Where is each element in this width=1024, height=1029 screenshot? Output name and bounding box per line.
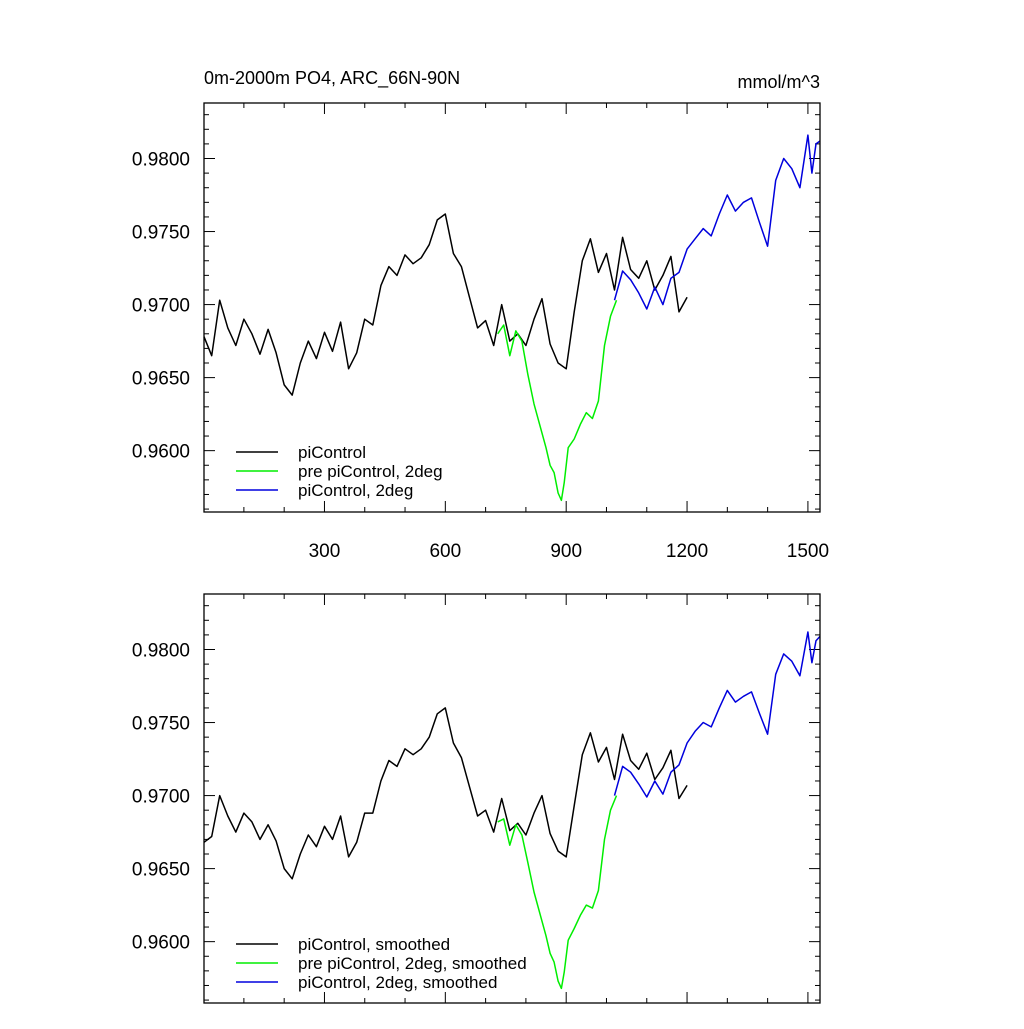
plot-frame [203, 102, 821, 513]
x-tick-label: 600 [429, 541, 461, 562]
top-panel: 0.9600 0.9650 0.9700 0.9750 0.9800 300 600 900 1… [132, 102, 829, 562]
series-line-2 [497, 299, 618, 502]
plot-frame [203, 593, 821, 1004]
y-tick-label: 0.9650 [132, 860, 190, 881]
y-tick-label: 0.9650 [132, 369, 190, 390]
x-tick-label: 1200 [666, 541, 708, 562]
x-tick-label: 1500 [787, 541, 829, 562]
y-tick-label: 0.9600 [132, 442, 190, 463]
legend-label: pre piControl, 2deg, smoothed [298, 954, 527, 973]
y-tick-label: 0.9750 [132, 223, 190, 244]
x-tick-label: 300 [309, 541, 341, 562]
series-line-1 [203, 707, 688, 880]
legend-label: pre piControl, 2deg [298, 462, 443, 481]
units-label: mmol/m^3 [738, 72, 820, 92]
y-tick-label: 0.9800 [132, 641, 190, 662]
y-tick-label: 0.9800 [132, 150, 190, 171]
series-line-3 [613, 134, 821, 310]
y-tick-label: 0.9700 [132, 296, 190, 317]
bottom-panel: 0.9600 0.9650 0.9700 0.9750 0.9800 piControl,… [132, 593, 821, 1004]
y-tick-label: 0.9600 [132, 933, 190, 954]
plot-title: 0m-2000m PO4, ARC_66N-90N [204, 68, 460, 89]
legend-label: piControl, 2deg, smoothed [298, 973, 497, 992]
series-line-2 [497, 795, 618, 990]
series-line-3 [613, 631, 821, 798]
legend-label: piControl [298, 443, 366, 462]
series-line-1 [203, 213, 688, 396]
legend-label: piControl, smoothed [298, 935, 450, 954]
x-tick-label: 900 [550, 541, 582, 562]
y-tick-label: 0.9750 [132, 714, 190, 735]
y-tick-label: 0.9700 [132, 787, 190, 808]
legend-label: piControl, 2deg [298, 481, 413, 500]
